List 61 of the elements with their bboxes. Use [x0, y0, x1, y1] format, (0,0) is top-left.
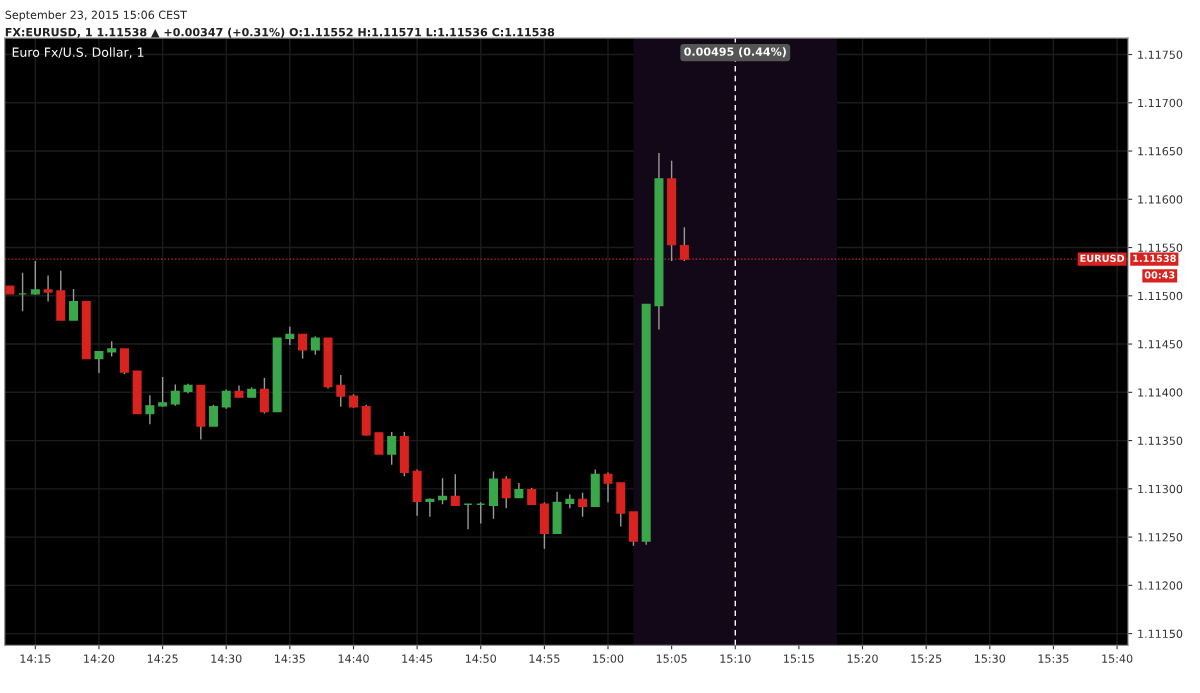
y-tick-label: 1.11400 [1138, 388, 1183, 397]
y-tick-label: 1.11550 [1138, 243, 1183, 252]
candlestick [387, 431, 397, 466]
y-tick-label: 1.11150 [1138, 629, 1183, 638]
x-tick-label: 14:20 [84, 654, 115, 663]
x-tick-label: 14:40 [338, 654, 369, 663]
y-tick-label: 1.11450 [1138, 340, 1183, 349]
x-tick-label: 14:15 [20, 654, 51, 663]
y-tick-label: 1.11750 [1138, 50, 1183, 59]
candlestick [285, 325, 295, 346]
x-tick-label: 15:05 [656, 654, 687, 663]
x-tick-label: 14:35 [275, 654, 305, 663]
candlestick [603, 471, 613, 504]
candlestick [145, 394, 155, 425]
x-tick-label: 15:40 [1102, 654, 1133, 663]
x-tick-label: 15:30 [975, 654, 1006, 663]
candlestick [30, 260, 40, 296]
y-tick-label: 1.11500 [1138, 291, 1183, 301]
candlestick [119, 348, 129, 375]
candlestick [425, 497, 435, 518]
candlestick [501, 475, 511, 509]
y-tick-label: 1.11250 [1138, 533, 1183, 542]
x-tick-label: 14:30 [211, 654, 242, 663]
x-tick-label: 15:25 [911, 654, 942, 663]
x-tick-label: 15:20 [847, 654, 878, 663]
candlestick [170, 383, 180, 407]
x-tick-label: 14:55 [529, 654, 560, 663]
candlestick [158, 376, 168, 408]
ref-line-label: EURUSD [1080, 254, 1125, 262]
candlestick [438, 477, 448, 505]
x-tick-label: 15:10 [720, 654, 751, 663]
candlestick [208, 404, 218, 427]
x-tick-label: 15:15 [784, 654, 814, 663]
text: Euro Fx/U.S. Dollar, 1 [12, 47, 144, 59]
candlestick [310, 335, 320, 356]
x-tick-label: 15:00 [593, 654, 624, 663]
candlestick [578, 491, 588, 518]
candlestick [450, 473, 460, 506]
candlestick [374, 432, 384, 455]
candlestick [69, 288, 79, 321]
text: September 23, 2015 15:06 CEST [5, 10, 187, 22]
y-tick-label: 1.11700 [1138, 98, 1183, 108]
x-tick-label: 14:25 [147, 654, 178, 663]
y-tick-label: 1.11200 [1138, 581, 1183, 590]
y-tick-label: 1.11350 [1138, 436, 1183, 445]
x-tick-label: 15:35 [1038, 654, 1069, 663]
x-tick-label: 14:45 [402, 654, 433, 663]
y-tick-label: 1.11600 [1138, 195, 1183, 204]
x-tick-label: 14:50 [465, 654, 496, 663]
text: FX:EURUSD, 1 1.11538 ▲ +0.00347 (+0.31%) O:1.11552 H:1.11571 L:1.11536 C:1.11538 [5, 27, 555, 38]
y-tick-label: 1.11300 [1138, 484, 1183, 494]
candlestick [43, 274, 53, 303]
band-label: 0.00495 (0.44%) [684, 47, 786, 58]
text: 1.11538 [1133, 254, 1176, 262]
candlestick [259, 377, 269, 415]
candlestick [336, 374, 346, 408]
candlestick [298, 333, 308, 360]
text: 00:43 [1144, 271, 1175, 279]
candlestick [221, 388, 231, 410]
y-tick-label: 1.11650 [1138, 147, 1183, 156]
candlestick [94, 351, 104, 374]
